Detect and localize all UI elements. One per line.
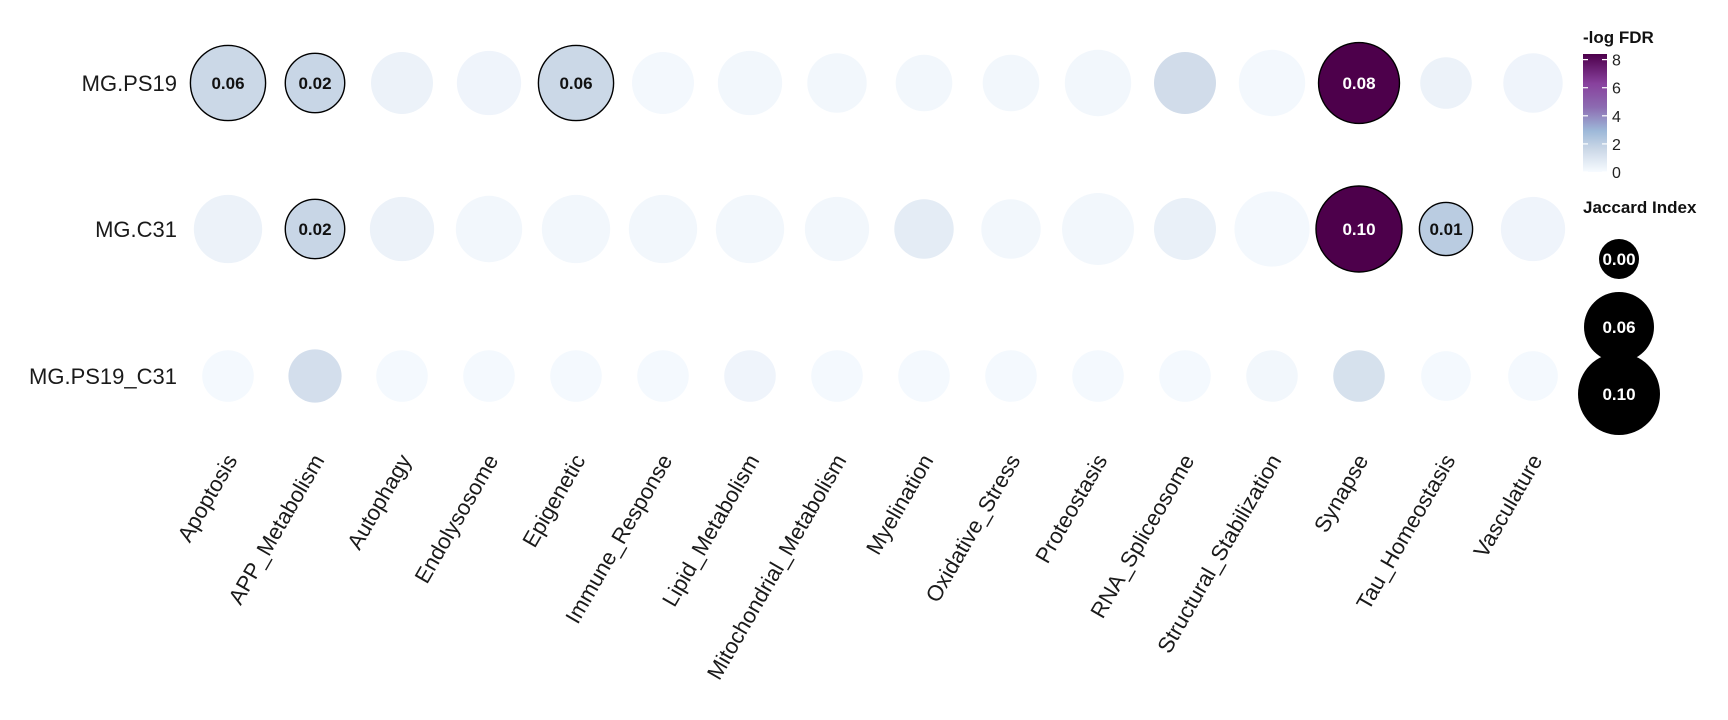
dot-mg-ps19-structural-stabilization <box>1238 49 1306 117</box>
row-label-mg-ps19-c31: MG.PS19_C31 <box>29 364 177 389</box>
dot-mg-ps19-oxidative-stress <box>982 54 1040 112</box>
column-label-lipid-metabolism: Lipid_Metabolism <box>657 450 764 611</box>
dot-mg-ps19-c31-mitochondrial-metabolism <box>811 350 863 402</box>
dot-label-mg-ps19-epigenetic: 0.06 <box>559 74 592 93</box>
dot-mg-ps19-c31-rna-spliceosome <box>1159 350 1211 402</box>
dot-label-mg-c31-tau-homeostasis: 0.01 <box>1429 220 1462 239</box>
color-legend-title: -log FDR <box>1583 28 1654 47</box>
size-legend-title: Jaccard Index <box>1583 198 1697 217</box>
color-legend: -log FDR 0 2 4 6 8 <box>1583 28 1654 182</box>
column-label-oxidative-stress: Oxidative_Stress <box>921 450 1026 607</box>
row-labels: MG.PS19 MG.C31 MG.PS19_C31 <box>29 71 177 389</box>
dot-mg-ps19-c31-proteostasis <box>1072 350 1124 402</box>
dot-mg-c31-mitochondrial-metabolism <box>804 196 870 262</box>
column-label-proteostasis: Proteostasis <box>1030 450 1112 567</box>
dot-mg-ps19-c31-structural-stabilization <box>1246 350 1298 402</box>
row-label-mg-ps19: MG.PS19 <box>82 71 177 96</box>
size-legend-items: 0.00 0.06 0.10 <box>1578 239 1660 435</box>
dot-mg-c31-structural-stabilization <box>1234 191 1310 267</box>
dot-label-mg-ps19-synapse: 0.08 <box>1342 74 1375 93</box>
dot-mg-ps19-synapse <box>1317 41 1401 125</box>
dot-mg-c31-myelination <box>894 199 954 259</box>
dot-mg-ps19-c31-epigenetic <box>550 350 602 402</box>
column-label-tau-homeostasis: Tau_Homeostasis <box>1351 450 1460 614</box>
dots-layer: 0.06 0.02 0.06 0.08 0.02 0.10 0.01 <box>189 41 1566 403</box>
column-label-synapse: Synapse <box>1309 450 1373 537</box>
dot-label-mg-ps19-app-metabolism: 0.02 <box>298 74 331 93</box>
column-label-vasculature: Vasculature <box>1468 450 1547 562</box>
dot-mg-ps19-c31-autophagy <box>376 350 428 402</box>
dot-mg-ps19-c31-vasculature <box>1508 351 1558 401</box>
dot-mg-ps19-rna-spliceosome <box>1154 52 1216 114</box>
dot-mg-ps19-c31-myelination <box>898 350 950 402</box>
color-tick-label-0: 0 <box>1612 165 1621 182</box>
size-legend-dot-1 <box>1584 292 1654 362</box>
size-legend-label-2: 0.10 <box>1602 385 1635 404</box>
dot-mg-ps19-immune-response <box>632 52 694 114</box>
dot-mg-ps19-apoptosis <box>189 44 267 122</box>
dot-mg-c31-tau-homeostasis <box>1418 201 1474 257</box>
column-label-myelination: Myelination <box>861 450 938 559</box>
dot-label-mg-ps19-apoptosis: 0.06 <box>211 74 244 93</box>
column-label-autophagy: Autophagy <box>342 450 416 554</box>
dot-mg-c31-rna-spliceosome <box>1154 198 1216 260</box>
color-legend-ticks: 0 2 4 6 8 <box>1583 53 1621 182</box>
dot-mg-ps19-endolysosome <box>456 50 522 116</box>
dot-mg-ps19-c31-immune-response <box>637 350 689 402</box>
dot-mg-c31-vasculature <box>1500 196 1566 262</box>
dot-mg-ps19-c31-apoptosis <box>202 350 254 402</box>
dot-mg-ps19-c31-app-metabolism <box>288 349 342 403</box>
dot-mg-ps19-proteostasis <box>1064 49 1132 117</box>
size-legend-label-1: 0.06 <box>1602 318 1635 337</box>
dot-mg-ps19-epigenetic <box>537 44 615 122</box>
dot-mg-c31-synapse <box>1315 185 1403 273</box>
column-label-app-metabolism: APP_Metabolism <box>223 450 329 609</box>
column-label-endolysosome: Endolysosome <box>410 450 504 587</box>
size-legend: Jaccard Index 0.00 0.06 0.10 <box>1578 198 1697 435</box>
color-legend-bar <box>1583 54 1607 172</box>
dot-mg-ps19-c31-oxidative-stress <box>985 350 1037 402</box>
dot-mg-ps19-tau-homeostasis <box>1420 57 1472 109</box>
dot-mg-c31-autophagy <box>369 196 435 262</box>
dot-mg-ps19-c31-endolysosome <box>463 350 515 402</box>
dot-mg-ps19-autophagy <box>371 52 433 114</box>
column-label-epigenetic: Epigenetic <box>517 450 590 551</box>
dot-mg-ps19-vasculature <box>1503 53 1563 113</box>
dot-mg-ps19-c31-lipid-metabolism <box>724 350 776 402</box>
dot-label-mg-c31-app-metabolism: 0.02 <box>298 220 331 239</box>
dot-mg-c31-lipid-metabolism <box>715 194 785 264</box>
dot-mg-c31-epigenetic <box>541 194 611 264</box>
dot-mg-c31-oxidative-stress <box>981 199 1041 259</box>
size-legend-dot-2 <box>1578 353 1660 435</box>
dot-label-mg-c31-synapse: 0.10 <box>1342 220 1375 239</box>
column-label-apoptosis: Apoptosis <box>172 450 242 546</box>
row-label-mg-c31: MG.C31 <box>95 217 177 242</box>
dot-mg-c31-proteostasis <box>1062 193 1134 265</box>
dot-mg-ps19-mitochondrial-metabolism <box>807 53 867 113</box>
color-tick-label-8: 8 <box>1612 53 1621 70</box>
size-legend-dot-0 <box>1599 239 1639 279</box>
dot-mg-ps19-c31-tau-homeostasis <box>1421 351 1471 401</box>
dot-mg-c31-immune-response <box>628 194 698 264</box>
dot-mg-c31-apoptosis <box>193 194 263 264</box>
dot-mg-ps19-myelination <box>895 54 953 112</box>
dot-mg-ps19-c31-synapse <box>1333 350 1385 402</box>
dot-mg-c31-app-metabolism <box>284 198 346 260</box>
dot-mg-ps19-lipid-metabolism <box>717 50 783 116</box>
dot-mg-ps19-app-metabolism <box>284 52 346 114</box>
color-tick-label-6: 6 <box>1612 81 1621 98</box>
color-tick-label-2: 2 <box>1612 137 1621 154</box>
color-tick-label-4: 4 <box>1612 109 1621 126</box>
size-legend-label-0: 0.00 <box>1602 250 1635 269</box>
dot-mg-c31-endolysosome <box>455 195 523 263</box>
